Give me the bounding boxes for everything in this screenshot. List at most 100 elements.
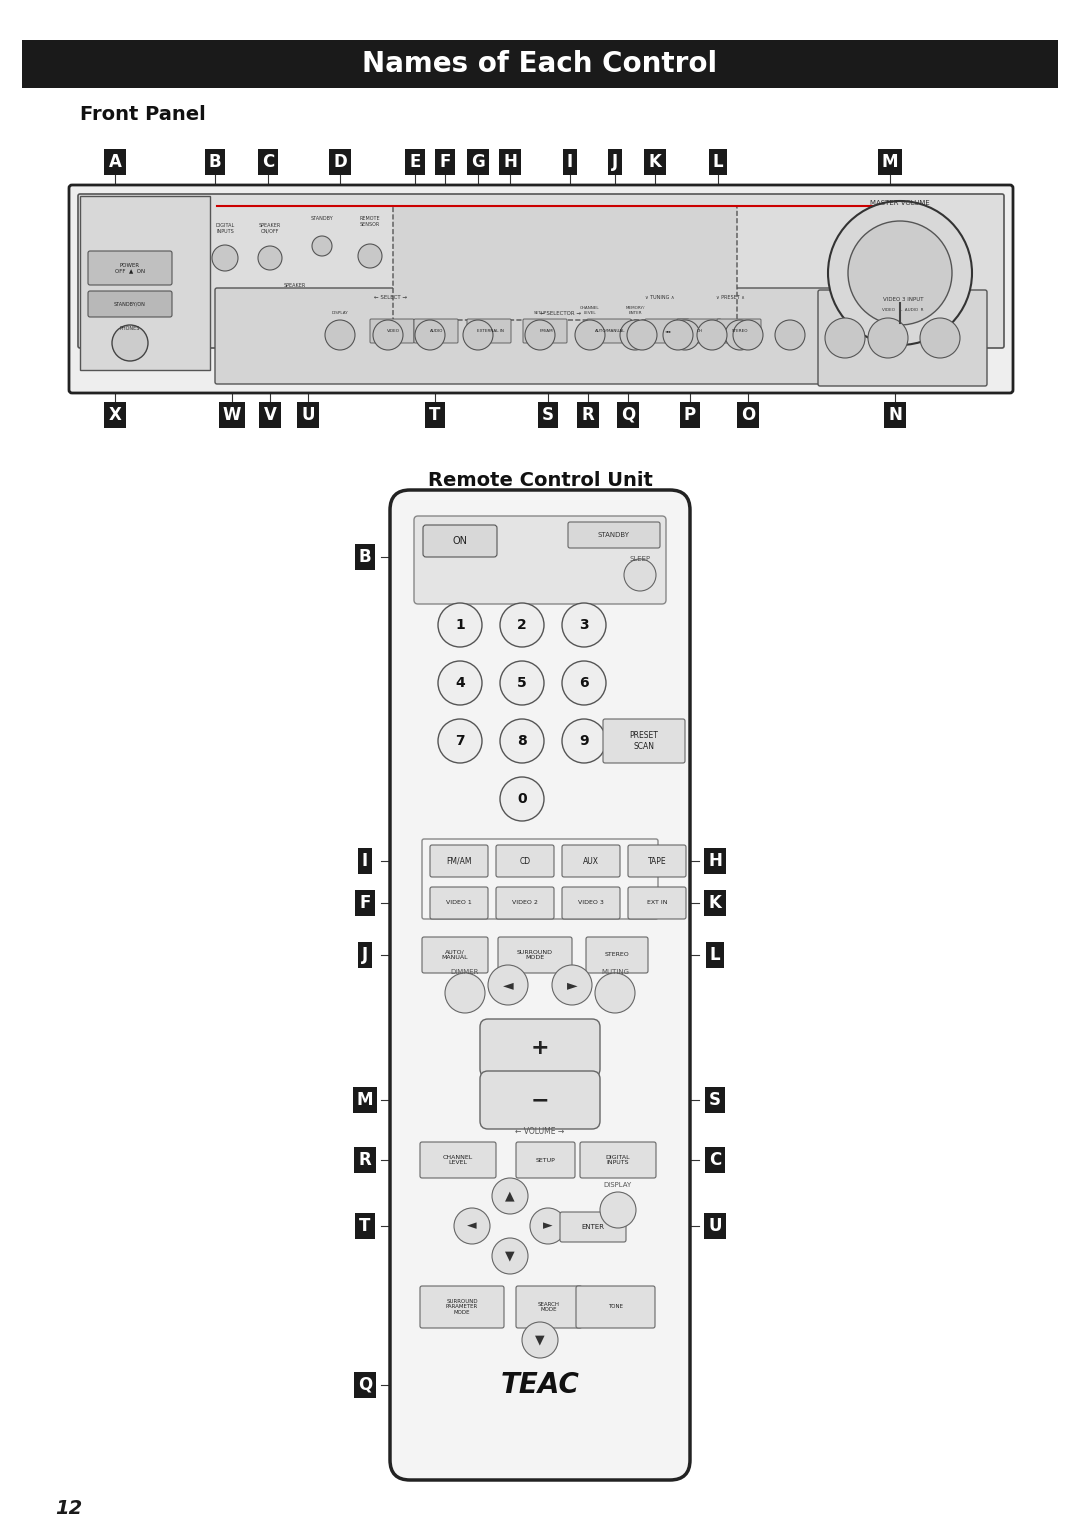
Text: C: C [261,153,274,171]
Circle shape [357,244,382,269]
Text: MASTER VOLUME: MASTER VOLUME [870,200,930,206]
Text: X: X [109,406,121,424]
FancyBboxPatch shape [87,291,172,317]
FancyBboxPatch shape [496,887,554,919]
Circle shape [438,719,482,763]
Text: R: R [359,1151,372,1169]
Text: K: K [708,894,721,913]
Text: VIDEO 1: VIDEO 1 [446,900,472,905]
Text: AUTO/MANUAL: AUTO/MANUAL [595,330,625,333]
FancyBboxPatch shape [576,1286,654,1328]
Text: C: C [708,1151,721,1169]
FancyBboxPatch shape [393,206,737,320]
Text: DISPLAY: DISPLAY [332,311,349,314]
Text: 8: 8 [517,734,527,748]
Circle shape [562,661,606,705]
FancyBboxPatch shape [562,845,620,877]
Text: TEAC: TEAC [500,1370,580,1399]
Text: AUDIO: AUDIO [430,330,444,333]
Text: E: E [409,153,421,171]
Text: ← SELECTOR →: ← SELECTOR → [540,311,581,316]
Text: AUTO/
MANUAL: AUTO/ MANUAL [442,949,469,960]
Text: ▼: ▼ [536,1334,544,1346]
FancyBboxPatch shape [420,1141,496,1178]
Text: 3: 3 [579,618,589,632]
Text: VIDEO 2: VIDEO 2 [512,900,538,905]
Text: H: H [708,852,721,870]
Text: CHANNEL
LEVEL: CHANNEL LEVEL [580,307,599,314]
FancyBboxPatch shape [627,887,686,919]
Text: Remote Control Unit: Remote Control Unit [428,470,652,490]
Text: B: B [359,548,372,566]
Circle shape [500,777,544,821]
FancyBboxPatch shape [603,719,685,763]
Text: ← SELECT →: ← SELECT → [374,295,406,301]
Circle shape [868,317,908,359]
FancyBboxPatch shape [215,288,897,385]
FancyBboxPatch shape [588,319,631,343]
Text: D: D [333,153,347,171]
Text: CH: CH [697,330,703,333]
Text: VIDEO: VIDEO [387,330,400,333]
Text: J: J [612,153,618,171]
Circle shape [600,1192,636,1228]
FancyBboxPatch shape [430,887,488,919]
Text: S: S [542,406,554,424]
Text: 6: 6 [579,676,589,690]
Text: J: J [362,946,368,964]
Circle shape [112,325,148,362]
Text: DISPLAY: DISPLAY [604,1183,632,1189]
Circle shape [620,320,650,349]
Circle shape [828,201,972,345]
Text: F: F [440,153,450,171]
FancyBboxPatch shape [420,1286,504,1328]
Circle shape [663,320,693,349]
Bar [80,195,210,369]
Text: VIDEO    L  AUDIO  R: VIDEO L AUDIO R [882,308,923,311]
Circle shape [575,320,605,349]
Text: F: F [360,894,370,913]
Text: 7: 7 [455,734,464,748]
Text: AUX: AUX [583,856,599,865]
Circle shape [725,320,755,349]
FancyBboxPatch shape [467,319,511,343]
Text: B: B [208,153,221,171]
FancyBboxPatch shape [516,1141,575,1178]
Text: FM/AM: FM/AM [446,856,472,865]
Text: ∨ PRESET ∧: ∨ PRESET ∧ [716,295,744,301]
Text: DIGITAL
INPUTS: DIGITAL INPUTS [215,223,234,233]
Text: EXTERNAL IN: EXTERNAL IN [476,330,503,333]
Text: SURROUND
PARAMETER
MODE: SURROUND PARAMETER MODE [446,1299,478,1315]
Text: PHONES: PHONES [120,327,140,331]
Text: MUTING: MUTING [600,969,629,975]
Text: ▲: ▲ [505,1189,515,1202]
Circle shape [438,661,482,705]
Text: ∨ TUNING ∧: ∨ TUNING ∧ [645,295,675,301]
FancyBboxPatch shape [717,319,761,343]
Circle shape [454,1209,490,1244]
Text: R: R [582,406,594,424]
Text: SURROUND
MODE: SURROUND MODE [517,949,553,960]
Text: CHANNEL
LEVEL: CHANNEL LEVEL [443,1155,473,1166]
Text: M: M [881,153,899,171]
FancyBboxPatch shape [414,516,666,604]
FancyBboxPatch shape [498,937,572,974]
Text: ◄◄: ◄◄ [665,330,671,333]
FancyBboxPatch shape [480,1071,600,1129]
Text: Q: Q [621,406,635,424]
FancyBboxPatch shape [87,250,172,285]
Text: Q: Q [357,1376,373,1393]
FancyBboxPatch shape [818,290,987,386]
Text: N: N [888,406,902,424]
FancyBboxPatch shape [422,937,488,974]
FancyBboxPatch shape [677,319,721,343]
Circle shape [920,317,960,359]
Circle shape [445,974,485,1013]
Text: H: H [503,153,517,171]
Circle shape [595,974,635,1013]
Circle shape [500,719,544,763]
Text: W: W [222,406,241,424]
Text: V: V [264,406,276,424]
Text: Front Panel: Front Panel [80,105,206,125]
Text: +: + [530,1038,550,1058]
